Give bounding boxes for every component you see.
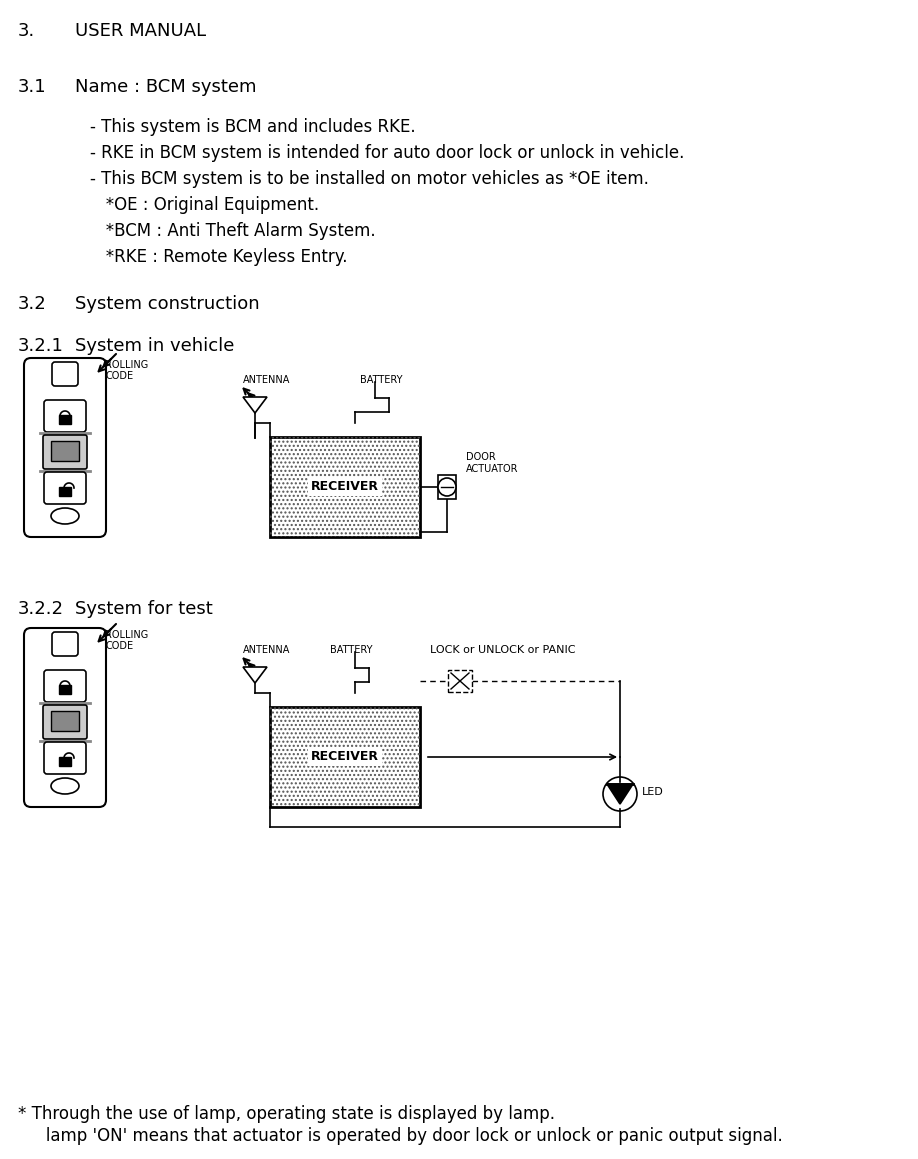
Text: lamp 'ON' means that actuator is operated by door lock or unlock or panic output: lamp 'ON' means that actuator is operate… [30, 1127, 783, 1145]
FancyBboxPatch shape [44, 742, 86, 774]
Text: 3.2.1: 3.2.1 [18, 337, 64, 355]
Bar [270, 707, 420, 807]
Polygon shape [243, 398, 267, 413]
Text: BATTERY: BATTERY [330, 646, 373, 655]
Text: 3.2.2: 3.2.2 [18, 600, 64, 618]
FancyBboxPatch shape [59, 685, 71, 694]
Bar [438, 475, 456, 500]
FancyBboxPatch shape [59, 757, 71, 766]
FancyBboxPatch shape [43, 435, 87, 469]
Text: - This system is BCM and includes RKE.: - This system is BCM and includes RKE. [90, 118, 416, 136]
Ellipse shape [51, 508, 79, 524]
FancyBboxPatch shape [24, 358, 106, 537]
Text: USER MANUAL: USER MANUAL [75, 22, 207, 41]
Circle shape [438, 478, 456, 496]
Text: 3.2: 3.2 [18, 296, 47, 313]
Text: CODE: CODE [105, 371, 133, 381]
Text: Name : BCM system: Name : BCM system [75, 78, 256, 96]
Text: RECEIVER: RECEIVER [311, 751, 379, 764]
Text: BATTERY: BATTERY [360, 376, 402, 385]
FancyBboxPatch shape [59, 415, 71, 424]
Text: RECEIVER: RECEIVER [311, 481, 379, 494]
Text: ANTENNA: ANTENNA [243, 376, 290, 385]
FancyBboxPatch shape [43, 705, 87, 739]
Text: *BCM : Anti Theft Alarm System.: *BCM : Anti Theft Alarm System. [90, 223, 375, 240]
Text: System construction: System construction [75, 296, 260, 313]
Text: LED: LED [642, 787, 664, 797]
Text: *OE : Original Equipment.: *OE : Original Equipment. [90, 196, 319, 214]
Bar [448, 670, 472, 692]
FancyBboxPatch shape [59, 487, 71, 496]
Text: ANTENNA: ANTENNA [243, 646, 290, 655]
Text: 3.1: 3.1 [18, 78, 47, 96]
Polygon shape [607, 783, 633, 804]
Text: 3.: 3. [18, 22, 35, 41]
FancyBboxPatch shape [44, 400, 86, 432]
Text: DOOR: DOOR [466, 452, 496, 462]
Text: LOCK or UNLOCK or PANIC: LOCK or UNLOCK or PANIC [430, 646, 576, 655]
FancyBboxPatch shape [51, 710, 79, 731]
Text: CODE: CODE [105, 641, 133, 651]
Polygon shape [243, 666, 267, 683]
Text: ACTUATOR: ACTUATOR [466, 464, 519, 474]
Text: *RKE : Remote Keyless Entry.: *RKE : Remote Keyless Entry. [90, 248, 348, 267]
FancyBboxPatch shape [24, 628, 106, 807]
FancyBboxPatch shape [51, 442, 79, 461]
Text: System in vehicle: System in vehicle [75, 337, 234, 355]
Text: - This BCM system is to be installed on motor vehicles as *OE item.: - This BCM system is to be installed on … [90, 170, 649, 188]
FancyBboxPatch shape [44, 670, 86, 702]
FancyBboxPatch shape [44, 472, 86, 504]
Text: ROLLING: ROLLING [105, 360, 148, 370]
FancyBboxPatch shape [52, 362, 78, 386]
FancyBboxPatch shape [52, 632, 78, 656]
Text: ROLLING: ROLLING [105, 630, 148, 640]
Bar [270, 707, 420, 807]
Text: * Through the use of lamp, operating state is displayed by lamp.: * Through the use of lamp, operating sta… [18, 1105, 555, 1123]
Bar [270, 437, 420, 537]
Ellipse shape [51, 778, 79, 794]
Text: System for test: System for test [75, 600, 213, 618]
Bar [270, 437, 420, 537]
Text: - RKE in BCM system is intended for auto door lock or unlock in vehicle.: - RKE in BCM system is intended for auto… [90, 144, 685, 162]
